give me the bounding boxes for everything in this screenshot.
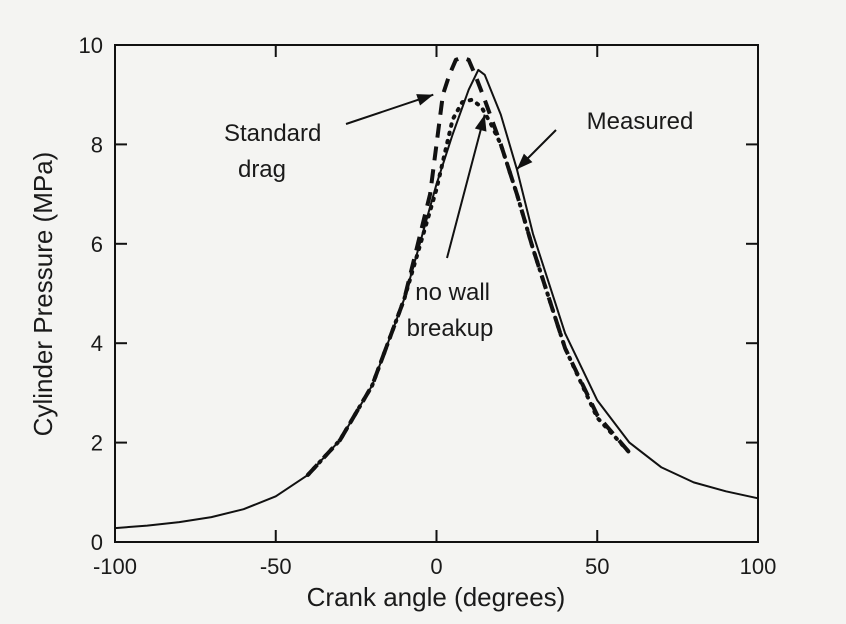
x-tick-label: 0 xyxy=(430,554,442,579)
series-line-no-wall-breakup xyxy=(305,97,632,477)
x-tick-label: 100 xyxy=(740,554,777,579)
y-tick-label: 2 xyxy=(91,431,103,456)
y-tick-label: 10 xyxy=(79,33,103,58)
annotation-standard-drag-line1: Standard xyxy=(224,120,321,147)
annotation-no-wall-breakup-line2: breakup xyxy=(407,315,494,342)
x-tick-label: -100 xyxy=(93,554,137,579)
y-tick-label: 0 xyxy=(91,530,103,555)
annotation-arrow-head xyxy=(416,94,434,106)
y-tick-label: 6 xyxy=(91,232,103,257)
annotation-arrow-line xyxy=(446,114,486,259)
axis-ticks: -100 -50 0 50 100 0 2 4 6 8 10 xyxy=(79,33,777,579)
annotation-no-wall-breakup: no wall breakup xyxy=(407,279,497,342)
series-line-measured xyxy=(114,68,759,530)
annotation-arrow-head xyxy=(516,153,533,170)
x-tick-label: -50 xyxy=(260,554,292,579)
y-tick-label: 4 xyxy=(91,331,103,356)
annotation-standard-drag-line2: drag xyxy=(238,156,286,183)
y-tick-label: 8 xyxy=(91,132,103,157)
series-group xyxy=(114,55,759,530)
annotation-measured: Measured xyxy=(587,108,694,135)
x-axis-label: Crank angle (degrees) xyxy=(307,582,566,612)
x-tick-label: 50 xyxy=(585,554,609,579)
annotation-no-wall-breakup-line1: no wall xyxy=(415,279,490,306)
annotation-arrows xyxy=(345,93,557,259)
annotation-standard-drag: Standard drag xyxy=(224,120,328,183)
annotation-arrow-head xyxy=(474,114,487,132)
y-axis-label: Cylinder Pressure (MPa) xyxy=(28,152,58,437)
